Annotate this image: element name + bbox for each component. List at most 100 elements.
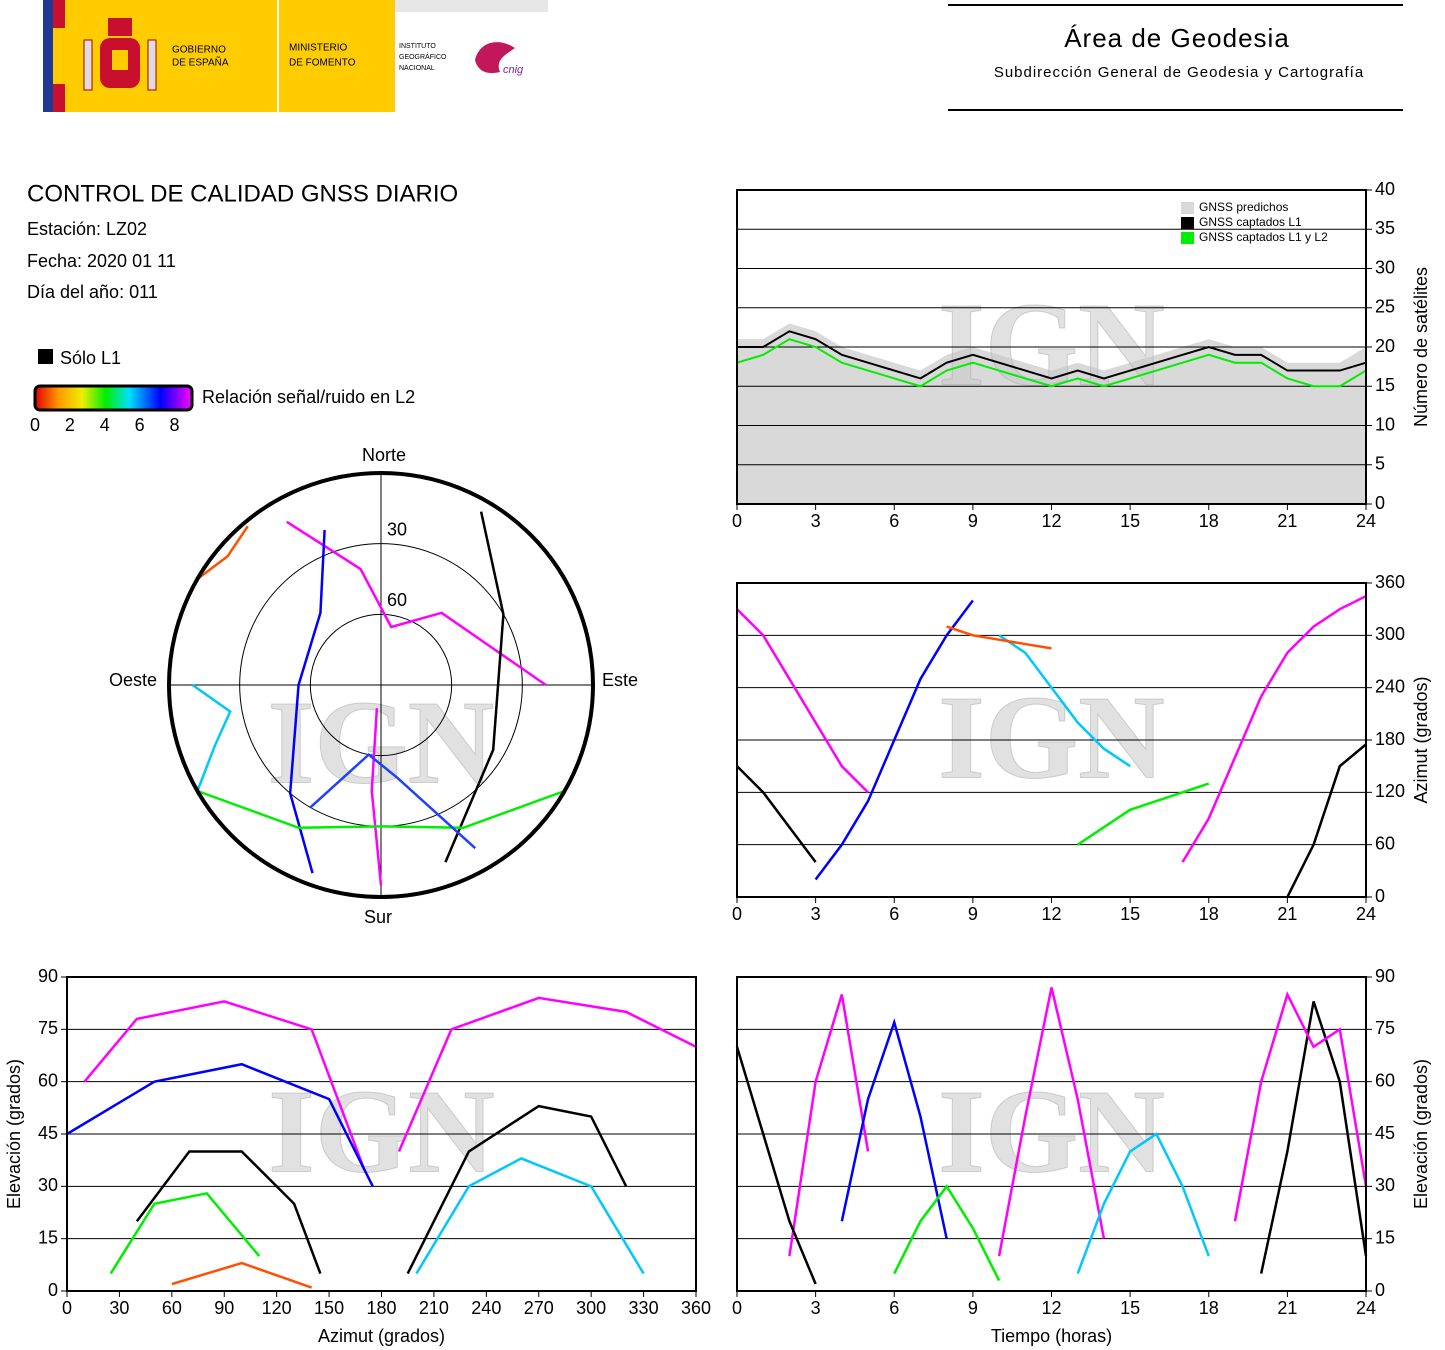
logo-text: NACIONAL <box>399 65 435 72</box>
series-line <box>840 1018 948 1239</box>
y-tick-label: 240 <box>1375 676 1405 696</box>
logo-text: INSTITUTO <box>399 43 436 50</box>
legend-swatch <box>1181 232 1194 244</box>
emblem <box>83 18 157 91</box>
x-tick-label: 330 <box>629 1298 659 1318</box>
y-tick-label: 60 <box>1375 1070 1395 1090</box>
y-tick-label: 40 <box>1375 179 1395 199</box>
x-tick-label: 21 <box>1277 511 1297 531</box>
x-tick-label: 210 <box>419 1298 449 1318</box>
x-tick-label: 18 <box>1199 1298 1219 1318</box>
chart: IGN 0 60 120 180 240 300 360 0 3 6 9 12 15 18 21 24 Azimu… <box>732 572 1431 924</box>
y-tick-label: 0 <box>48 1280 58 1300</box>
ring-label: 60 <box>387 590 407 610</box>
legend-swatch <box>1181 217 1194 229</box>
track <box>444 511 505 863</box>
horizon <box>167 471 595 899</box>
x-tick-label: 6 <box>889 904 899 924</box>
series-line <box>415 1157 645 1275</box>
series-line <box>997 987 1106 1257</box>
y-tick-label: 5 <box>1375 454 1385 474</box>
series-line <box>788 994 870 1257</box>
chart: IGN 0 15 30 45 60 75 90 0 30 60 90 120 150 180 210 240 27… <box>4 966 711 1346</box>
x-tick-label: 6 <box>889 1298 899 1318</box>
watermark: IGN <box>938 671 1165 804</box>
series-line <box>814 599 974 881</box>
x-tick-label: 24 <box>1356 1298 1376 1318</box>
series-line <box>171 1261 313 1289</box>
series-line <box>1286 743 1367 898</box>
y-tick-label: 25 <box>1375 297 1395 317</box>
x-tick-label: 24 <box>1356 904 1376 924</box>
series-line <box>66 1062 374 1187</box>
x-tick-label: 12 <box>1041 511 1061 531</box>
x-tick-label: 0 <box>732 1298 742 1318</box>
direction-label: Oeste <box>109 670 157 690</box>
y-axis-label: Número de satélites <box>1411 267 1431 427</box>
series-line <box>998 634 1131 768</box>
y-tick-label: 45 <box>38 1123 58 1143</box>
y-tick-label: 20 <box>1375 336 1395 356</box>
legend-label: Sólo L1 <box>60 348 121 368</box>
logo-bar <box>395 0 548 12</box>
x-tick-label: 15 <box>1120 1298 1140 1318</box>
y-tick-label: 180 <box>1375 729 1405 749</box>
y-tick-label: 30 <box>1375 257 1395 277</box>
legend-label: GNSS captados L1 <box>1199 215 1302 229</box>
x-axis-label: Azimut (grados) <box>318 1326 445 1346</box>
series-line <box>1259 1001 1368 1274</box>
logo-block: GOBIERNO DE ESPAÑA MINISTERIO DE FOMENTO… <box>43 0 548 112</box>
track <box>370 708 383 886</box>
plot-frame <box>66 976 697 1292</box>
logo-text: DE FOMENTO <box>289 58 356 69</box>
y-tick-label: 360 <box>1375 572 1405 592</box>
watermark: IGN <box>268 1065 495 1198</box>
series-line <box>736 765 817 863</box>
y-axis-label: Elevación (grados) <box>1411 1059 1431 1209</box>
legend-swatch <box>1181 202 1194 214</box>
series-line <box>737 330 1367 380</box>
x-tick-label: 270 <box>524 1298 554 1318</box>
x-tick-label: 3 <box>811 511 821 531</box>
report-station: Estación: LZ02 <box>27 219 147 239</box>
y-tick-label: 15 <box>1375 1227 1395 1247</box>
series-line <box>893 1184 1001 1282</box>
logo-text: MINISTERIO <box>289 43 348 54</box>
x-tick-label: 24 <box>1356 511 1376 531</box>
series-line <box>406 1104 628 1275</box>
colorbar-tick-label: 0 <box>30 415 40 435</box>
series-line <box>735 1046 817 1285</box>
y-tick-label: 60 <box>1375 833 1395 853</box>
x-tick-label: 30 <box>109 1298 129 1318</box>
colorbar-tick-label: 8 <box>170 415 180 435</box>
flag-stripe <box>53 28 65 84</box>
header-title: Área de Geodesia <box>1064 23 1290 53</box>
colorbar <box>33 384 194 412</box>
x-tick-label: 3 <box>811 904 821 924</box>
legend-label: GNSS predichos <box>1199 200 1288 214</box>
x-tick-label: 3 <box>811 1298 821 1318</box>
series-line <box>736 338 1367 388</box>
logo-text: DE ESPAÑA <box>172 56 229 69</box>
series-line <box>109 1191 261 1275</box>
chart: IGN 0 15 30 45 60 75 90 0 3 6 9 12 15 18 21 24 Elevación … <box>732 966 1431 1346</box>
y-tick-label: 0 <box>1375 493 1385 513</box>
series-line <box>736 608 869 794</box>
track <box>309 752 477 850</box>
chart: IGN 0 5 10 15 20 25 30 35 40 0 3 6 9 12 15 18 21 24 Número … <box>732 179 1431 531</box>
x-tick-label: 15 <box>1120 511 1140 531</box>
ring <box>309 613 453 757</box>
report-doy: Día del año: 011 <box>27 282 158 302</box>
x-tick-label: 300 <box>576 1298 606 1318</box>
y-tick-label: 0 <box>1375 1280 1385 1300</box>
y-tick-label: 90 <box>38 966 58 986</box>
colorbar-tick-label: 4 <box>100 415 110 435</box>
x-tick-label: 6 <box>889 511 899 531</box>
watermark: IGN <box>938 1065 1165 1198</box>
y-tick-label: 15 <box>1375 375 1395 395</box>
y-tick-label: 60 <box>38 1070 58 1090</box>
logo-text: GEOGRÁFICO <box>399 52 447 61</box>
report-date: Fecha: 2020 01 11 <box>27 251 176 271</box>
y-tick-label: 120 <box>1375 781 1405 801</box>
